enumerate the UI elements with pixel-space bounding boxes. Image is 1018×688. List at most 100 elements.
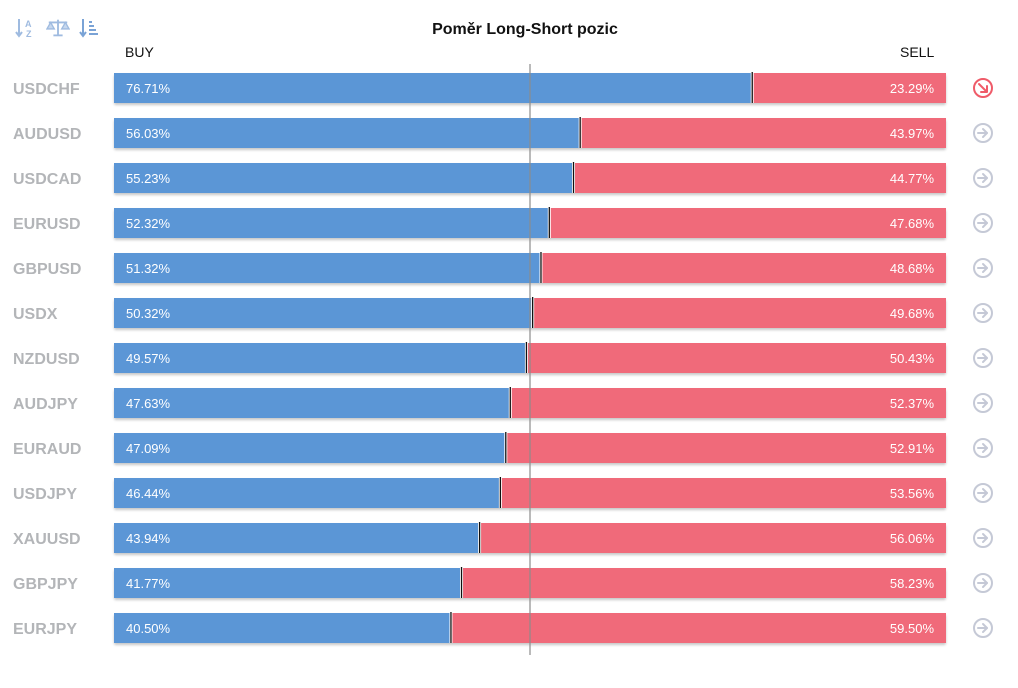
sell-bar xyxy=(479,523,946,553)
sell-percent-label: 50.43% xyxy=(890,351,935,366)
buy-percent-label: 41.77% xyxy=(126,576,171,591)
arrow-right-icon[interactable] xyxy=(973,573,993,593)
buy-bar xyxy=(114,118,581,148)
arrow-right-icon[interactable] xyxy=(973,168,993,188)
sort-toolbar: A Z xyxy=(14,15,102,41)
sort-balance-button[interactable] xyxy=(46,15,70,41)
row-label-eurjpy: EURJPY xyxy=(13,621,77,638)
bar-row-eurusd: EURUSD 52.32% 47.68% xyxy=(13,207,993,238)
buy-percent-label: 51.32% xyxy=(126,261,171,276)
svg-text:Z: Z xyxy=(26,29,32,39)
row-label-eurusd: EURUSD xyxy=(13,216,81,233)
row-label-audusd: AUDUSD xyxy=(13,126,81,143)
buy-bar xyxy=(114,388,511,418)
buy-bar xyxy=(114,433,506,463)
sell-bar xyxy=(580,118,946,148)
buy-bar xyxy=(114,253,541,283)
buy-percent-label: 47.09% xyxy=(126,441,171,456)
sell-bar xyxy=(510,388,946,418)
buy-bar xyxy=(114,163,574,193)
buy-bar xyxy=(114,568,462,598)
arrow-right-icon[interactable] xyxy=(973,528,993,548)
arrow-right-icon[interactable] xyxy=(973,348,993,368)
row-label-usdchf: USDCHF xyxy=(13,81,80,98)
buy-bar xyxy=(114,343,527,373)
buy-percent-label: 76.71% xyxy=(126,81,171,96)
sort-alphabetical-icon: A Z xyxy=(15,19,32,39)
sell-column-header: SELL xyxy=(900,44,935,60)
sell-percent-label: 52.37% xyxy=(890,396,935,411)
row-label-gbpusd: GBPUSD xyxy=(13,261,81,278)
bar-row-audusd: AUDUSD 56.03% 43.97% xyxy=(13,117,993,148)
arrow-right-icon[interactable] xyxy=(973,258,993,278)
buy-bar xyxy=(114,208,550,238)
row-label-usdx: USDX xyxy=(13,306,58,323)
arrow-right-icon[interactable] xyxy=(973,303,993,323)
arrow-right-icon[interactable] xyxy=(973,438,993,458)
buy-percent-label: 46.44% xyxy=(126,486,171,501)
arrow-right-icon[interactable] xyxy=(973,393,993,413)
arrow-right-icon[interactable] xyxy=(973,618,993,638)
sell-bar xyxy=(505,433,946,463)
bar-row-usdchf: USDCHF 76.71% 23.29% xyxy=(13,72,993,103)
arrow-down-right-icon[interactable] xyxy=(973,78,993,98)
arrow-right-icon[interactable] xyxy=(973,213,993,233)
sell-percent-label: 44.77% xyxy=(890,171,935,186)
sell-percent-label: 49.68% xyxy=(890,306,935,321)
sell-percent-label: 59.50% xyxy=(890,621,935,636)
bar-row-gbpjpy: GBPJPY 41.77% 58.23% xyxy=(13,567,993,598)
buy-bar xyxy=(114,478,501,508)
sell-percent-label: 48.68% xyxy=(890,261,935,276)
arrow-right-icon[interactable] xyxy=(973,123,993,143)
row-label-usdjpy: USDJPY xyxy=(13,486,77,503)
buy-percent-label: 40.50% xyxy=(126,621,171,636)
bar-row-xauusd: XAUUSD 43.94% 56.06% xyxy=(13,522,993,553)
buy-percent-label: 52.32% xyxy=(126,216,171,231)
sell-percent-label: 56.06% xyxy=(890,531,935,546)
sort-descending-icon xyxy=(79,19,98,38)
sell-percent-label: 53.56% xyxy=(890,486,935,501)
sell-bar xyxy=(526,343,946,373)
bar-row-euraud: EURAUD 47.09% 52.91% xyxy=(13,432,993,463)
buy-bar xyxy=(114,523,480,553)
sell-bar xyxy=(752,73,946,103)
buy-bar xyxy=(114,613,451,643)
sell-bar xyxy=(573,163,946,193)
chart-title: Poměr Long-Short pozic xyxy=(432,21,618,38)
svg-text:A: A xyxy=(25,19,32,29)
bar-row-nzdusd: NZDUSD 49.57% 50.43% xyxy=(13,342,993,373)
arrow-right-icon[interactable] xyxy=(973,483,993,503)
row-label-euraud: EURAUD xyxy=(13,441,81,458)
bar-row-eurjpy: EURJPY 40.50% 59.50% xyxy=(13,612,993,643)
sell-bar xyxy=(549,208,946,238)
buy-bar xyxy=(114,73,753,103)
sell-percent-label: 58.23% xyxy=(890,576,935,591)
buy-percent-label: 56.03% xyxy=(126,126,171,141)
buy-percent-label: 47.63% xyxy=(126,396,171,411)
buy-bar xyxy=(114,298,533,328)
bar-row-usdcad: USDCAD 55.23% 44.77% xyxy=(13,162,993,193)
sell-bar xyxy=(461,568,946,598)
buy-percent-label: 49.57% xyxy=(126,351,171,366)
row-label-usdcad: USDCAD xyxy=(13,171,81,188)
sort-alphabetical-button[interactable]: A Z xyxy=(14,15,38,41)
buy-percent-label: 50.32% xyxy=(126,306,171,321)
sell-percent-label: 23.29% xyxy=(890,81,935,96)
buy-percent-label: 55.23% xyxy=(126,171,171,186)
bar-row-gbpusd: GBPUSD 51.32% 48.68% xyxy=(13,252,993,283)
row-label-audjpy: AUDJPY xyxy=(13,396,78,413)
row-label-gbpjpy: GBPJPY xyxy=(13,576,78,593)
balance-scale-icon xyxy=(46,19,70,37)
bar-row-audjpy: AUDJPY 47.63% 52.37% xyxy=(13,387,993,418)
sell-bar xyxy=(500,478,946,508)
sell-bar xyxy=(540,253,946,283)
buy-column-header: BUY xyxy=(125,44,154,60)
bar-row-usdjpy: USDJPY 46.44% 53.56% xyxy=(13,477,993,508)
row-label-nzdusd: NZDUSD xyxy=(13,351,80,368)
sell-bar xyxy=(532,298,946,328)
row-label-xauusd: XAUUSD xyxy=(13,531,81,548)
sell-bar xyxy=(450,613,946,643)
sort-descending-button[interactable] xyxy=(78,15,102,41)
